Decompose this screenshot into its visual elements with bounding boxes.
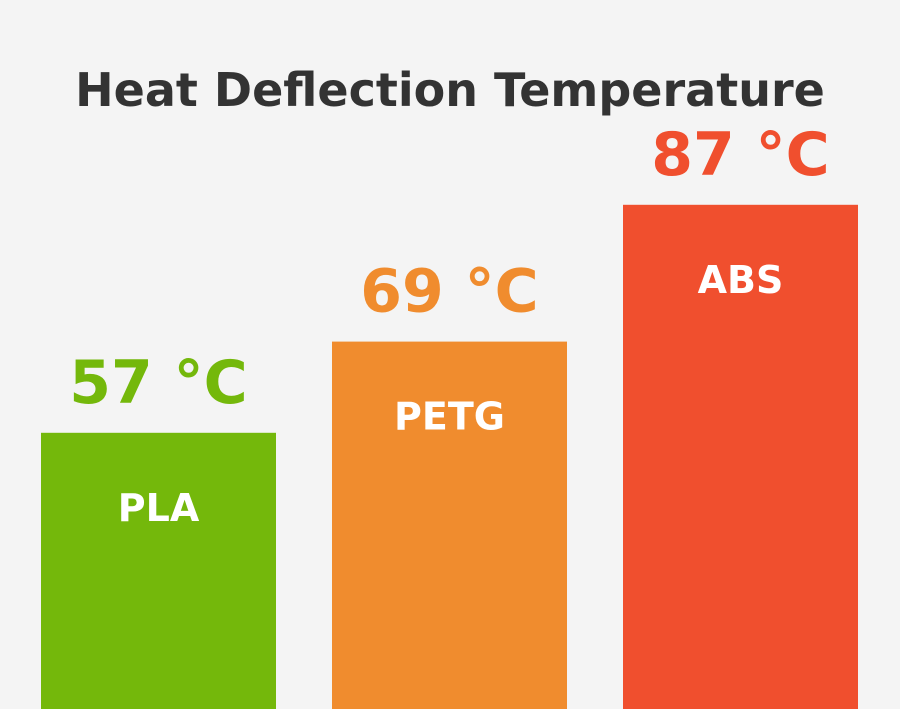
bar-label-petg: PETG — [394, 395, 505, 439]
bar-pla — [41, 432, 276, 709]
value-label-pla: 57 °C — [69, 348, 247, 418]
value-label-abs: 87 °C — [651, 120, 829, 190]
bar-petg — [332, 341, 567, 709]
bar-abs — [623, 204, 858, 709]
bar-label-abs: ABS — [698, 258, 784, 302]
chart-title: Heat Deflection Temperature — [75, 63, 825, 117]
bar-label-pla: PLA — [118, 486, 200, 530]
bars-group: PLA 57 °C PETG 69 °C ABS 87 °C — [41, 120, 858, 709]
value-label-petg: 69 °C — [360, 257, 538, 327]
